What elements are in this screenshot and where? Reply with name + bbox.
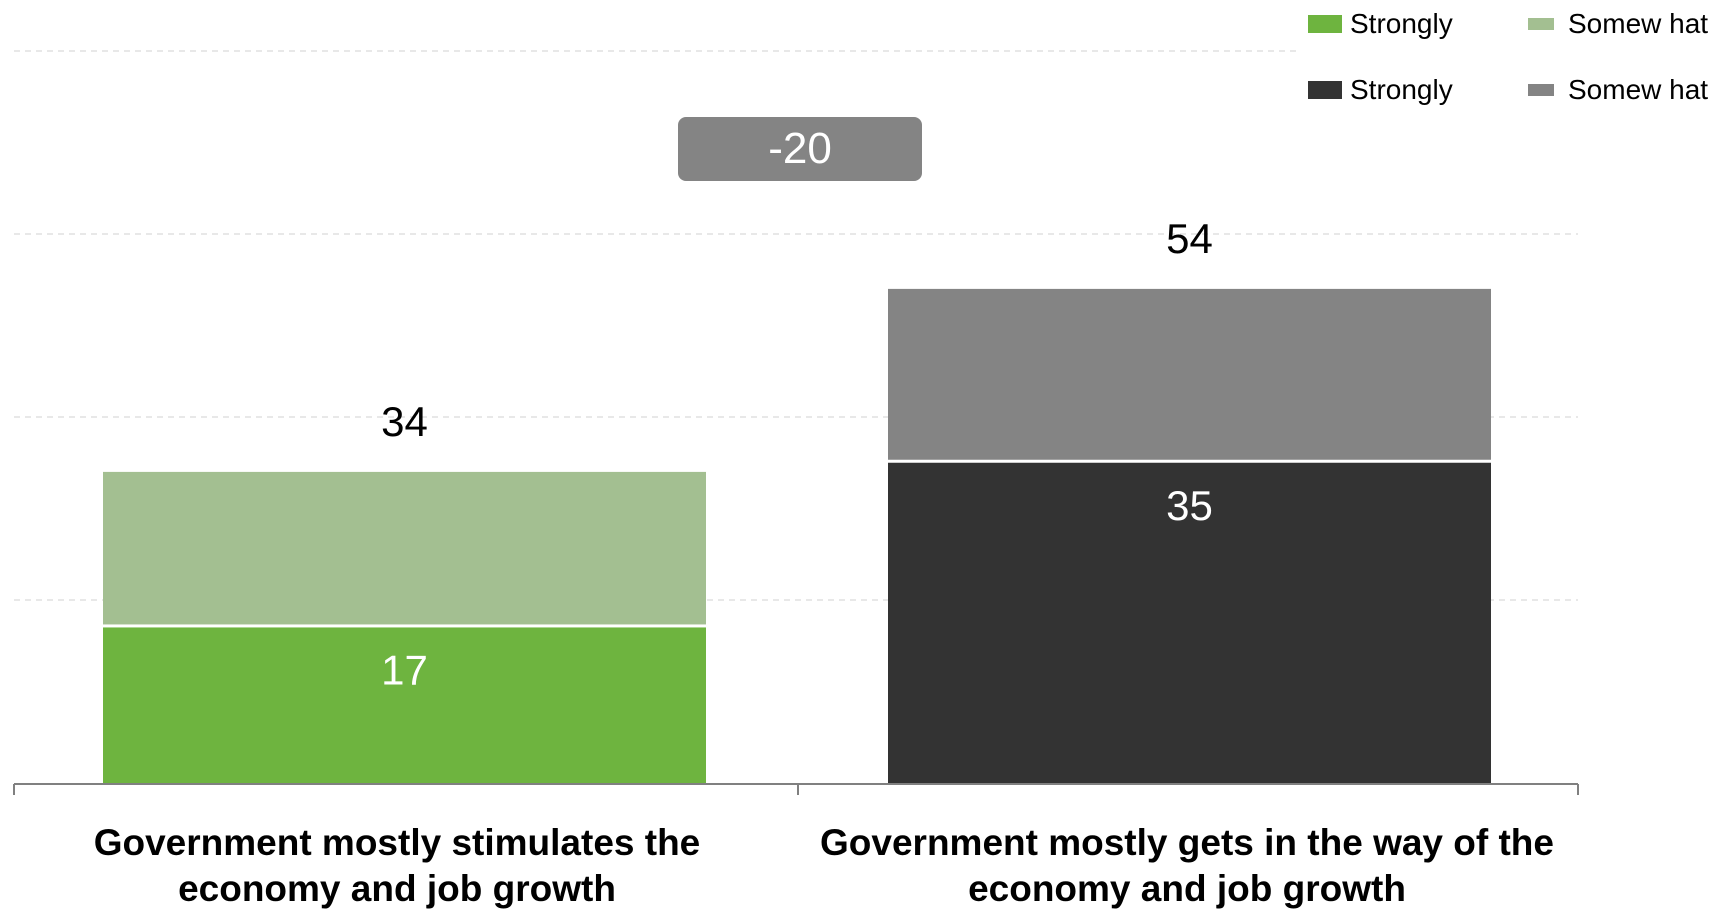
legend-label: Somew hat (1568, 8, 1708, 40)
total-label-2: 54 (1166, 215, 1213, 262)
data-label-2: 35 (1166, 482, 1213, 529)
legend-label: Strongly (1350, 74, 1453, 106)
total-label-1: 34 (381, 398, 428, 445)
legend-item-strongly-positive: Strongly (1308, 8, 1453, 40)
legend-swatch-somewhat-negative (1528, 84, 1554, 96)
legend: Strongly Somew hat Strongly Somew hat (1290, 0, 1720, 110)
bar-segment-1-2 (103, 472, 706, 625)
difference-badge: -20 (678, 117, 922, 181)
legend-item-somewhat-negative: Somew hat (1528, 74, 1708, 106)
legend-item-strongly-negative: Strongly (1308, 74, 1453, 106)
legend-label: Somew hat (1568, 74, 1708, 106)
legend-item-somewhat-positive: Somew hat (1528, 8, 1708, 40)
bar-segment-2-2 (888, 289, 1491, 460)
data-label-1: 17 (381, 646, 428, 693)
legend-swatch-strongly-negative (1308, 81, 1342, 99)
x-category-label-1: Government mostly stimulates the economy… (17, 820, 777, 912)
legend-swatch-strongly-positive (1308, 15, 1342, 33)
x-category-label-2: Government mostly gets in the way of the… (807, 820, 1567, 912)
legend-swatch-somewhat-positive (1528, 18, 1554, 30)
legend-label: Strongly (1350, 8, 1453, 40)
